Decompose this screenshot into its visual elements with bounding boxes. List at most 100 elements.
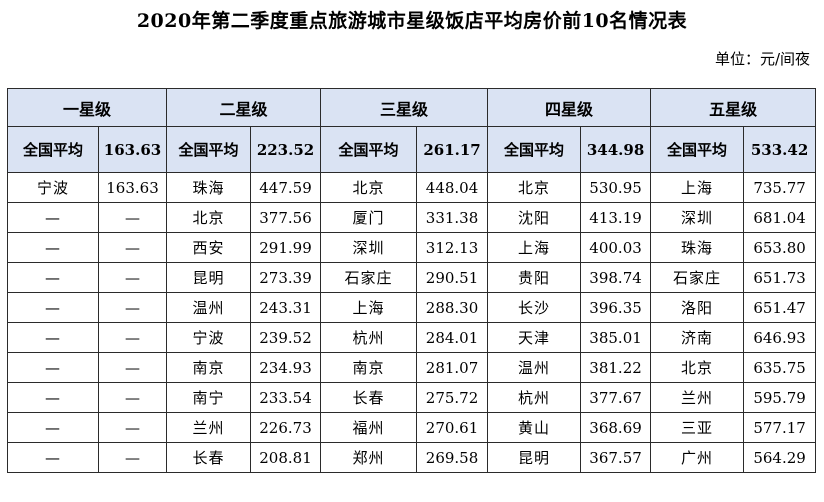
city-cell: — <box>7 292 99 323</box>
price-cell: 398.74 <box>580 262 652 293</box>
city-cell: 天津 <box>487 322 582 353</box>
price-cell: 646.93 <box>743 322 817 353</box>
city-cell: 南京 <box>166 352 252 383</box>
table-row: — — 北京 377.56 厦门 331.38 沈阳 413.19 深圳 681.04 <box>7 202 817 233</box>
price-cell: 564.29 <box>743 442 817 473</box>
city-cell: 兰州 <box>650 382 745 413</box>
price-cell: 400.03 <box>580 232 652 263</box>
city-cell: — <box>7 202 99 233</box>
city-cell: 南宁 <box>166 382 252 413</box>
city-cell: 上海 <box>320 292 418 323</box>
city-cell: 贵阳 <box>487 262 582 293</box>
city-cell: 深圳 <box>650 202 745 233</box>
national-average-label: 全国平均 <box>7 126 99 173</box>
city-cell: 杭州 <box>320 322 418 353</box>
price-cell: 275.72 <box>416 382 489 413</box>
price-cell: 595.79 <box>743 382 817 413</box>
price-cell: 163.63 <box>97 172 168 203</box>
city-cell: 广州 <box>650 442 745 473</box>
hotel-price-table: 一星级 二星级 三星级 四星级 五星级 全国平均 163.63 全国平均 223… <box>6 88 817 473</box>
city-cell: 福州 <box>320 412 418 443</box>
city-cell: 沈阳 <box>487 202 582 233</box>
price-cell: 243.31 <box>250 292 322 323</box>
price-cell: 377.67 <box>580 382 652 413</box>
price-cell: 273.39 <box>250 262 322 293</box>
table-row: — — 兰州 226.73 福州 270.61 黄山 368.69 三亚 577.17 <box>7 412 817 443</box>
level-header: 四星级 <box>487 88 652 127</box>
city-cell: 三亚 <box>650 412 745 443</box>
price-cell: 635.75 <box>743 352 817 383</box>
city-cell: 石家庄 <box>650 262 745 293</box>
city-cell: — <box>7 322 99 353</box>
price-cell: 381.22 <box>580 352 652 383</box>
national-average-value: 223.52 <box>250 126 322 173</box>
ranking-rows: 宁波 163.63 珠海 447.59 北京 448.04 北京 530.95 上海 735.77… <box>7 172 817 473</box>
city-cell: — <box>7 442 99 473</box>
city-cell: 长春 <box>320 382 418 413</box>
level-header: 三星级 <box>320 88 489 127</box>
price-cell: — <box>97 322 168 353</box>
price-cell: 367.57 <box>580 442 652 473</box>
table-row: 宁波 163.63 珠海 447.59 北京 448.04 北京 530.95 上海 735.77 <box>7 172 817 203</box>
city-cell: 北京 <box>320 172 418 203</box>
city-cell: 宁波 <box>7 172 99 203</box>
city-cell: 昆明 <box>166 262 252 293</box>
city-cell: 洛阳 <box>650 292 745 323</box>
city-cell: — <box>7 352 99 383</box>
city-cell: 济南 <box>650 322 745 353</box>
level-header-row: 一星级 二星级 三星级 四星级 五星级 <box>6 88 817 127</box>
table-row: — — 温州 243.31 上海 288.30 长沙 396.35 洛阳 651.47 <box>7 292 817 323</box>
price-cell: — <box>97 292 168 323</box>
price-cell: — <box>97 382 168 413</box>
city-cell: 昆明 <box>487 442 582 473</box>
city-cell: 兰州 <box>166 412 252 443</box>
table-row: — — 西安 291.99 深圳 312.13 上海 400.03 珠海 653.80 <box>7 232 817 263</box>
table-row: — — 宁波 239.52 杭州 284.01 天津 385.01 济南 646.93 <box>7 322 817 353</box>
level-header: 五星级 <box>650 88 817 127</box>
price-cell: 234.93 <box>250 352 322 383</box>
city-cell: 温州 <box>487 352 582 383</box>
page-title: 2020年第二季度重点旅游城市星级饭店平均房价前10名情况表 <box>136 10 688 32</box>
price-cell: — <box>97 202 168 233</box>
city-cell: 厦门 <box>320 202 418 233</box>
price-cell: 413.19 <box>580 202 652 233</box>
city-cell: 上海 <box>650 172 745 203</box>
price-cell: 233.54 <box>250 382 322 413</box>
city-cell: 珠海 <box>166 172 252 203</box>
price-cell: 447.59 <box>250 172 322 203</box>
price-cell: 530.95 <box>580 172 652 203</box>
table-row: — — 长春 208.81 郑州 269.58 昆明 367.57 广州 564.29 <box>7 442 817 473</box>
city-cell: 石家庄 <box>320 262 418 293</box>
price-cell: 448.04 <box>416 172 489 203</box>
price-cell: 281.07 <box>416 352 489 383</box>
table-row: — — 昆明 273.39 石家庄 290.51 贵阳 398.74 石家庄 651.73 <box>7 262 817 293</box>
city-cell: 黄山 <box>487 412 582 443</box>
national-average-value: 533.42 <box>743 126 817 173</box>
price-cell: 239.52 <box>250 322 322 353</box>
city-cell: 杭州 <box>487 382 582 413</box>
city-cell: 长春 <box>166 442 252 473</box>
level-header: 二星级 <box>166 88 322 127</box>
national-average-row: 全国平均 163.63 全国平均 223.52 全国平均 261.17 全国平均… <box>7 126 817 173</box>
city-cell: — <box>7 232 99 263</box>
table-row: — — 南京 234.93 南京 281.07 温州 381.22 北京 635.75 <box>7 352 817 383</box>
price-cell: — <box>97 352 168 383</box>
national-average-label: 全国平均 <box>320 126 418 173</box>
city-cell: 郑州 <box>320 442 418 473</box>
price-cell: 226.73 <box>250 412 322 443</box>
city-cell: 北京 <box>650 352 745 383</box>
city-cell: 西安 <box>166 232 252 263</box>
price-cell: 377.56 <box>250 202 322 233</box>
price-cell: — <box>97 262 168 293</box>
city-cell: — <box>7 412 99 443</box>
city-cell: 温州 <box>166 292 252 323</box>
price-cell: — <box>97 412 168 443</box>
price-cell: 385.01 <box>580 322 652 353</box>
price-cell: 368.69 <box>580 412 652 443</box>
national-average-value: 261.17 <box>416 126 489 173</box>
price-cell: — <box>97 442 168 473</box>
city-cell: 北京 <box>487 172 582 203</box>
unit-label: 单位：元/间夜 <box>714 50 810 68</box>
national-average-label: 全国平均 <box>650 126 745 173</box>
price-cell: 396.35 <box>580 292 652 323</box>
